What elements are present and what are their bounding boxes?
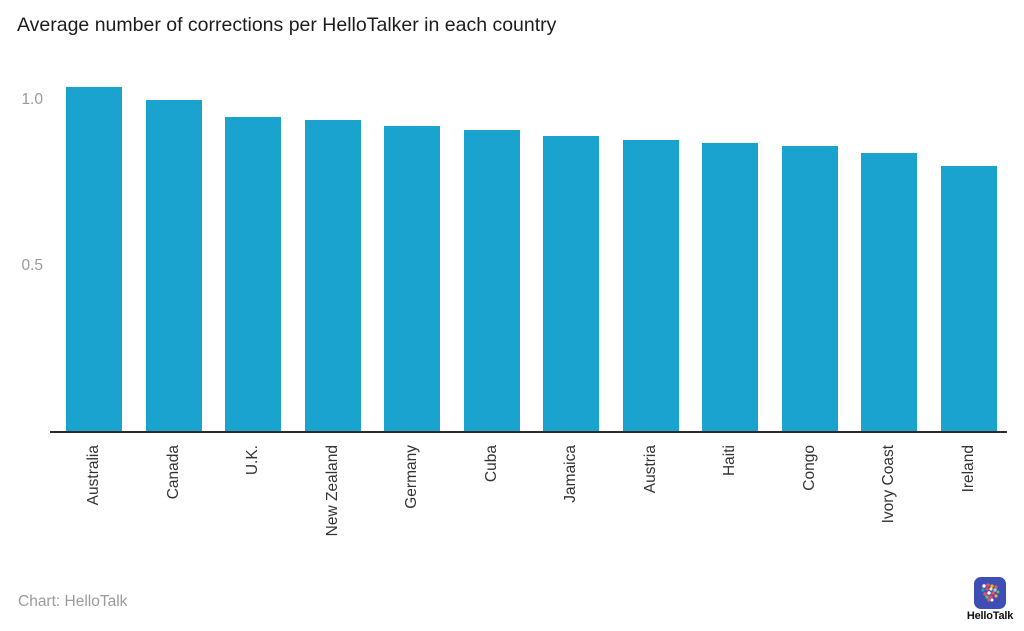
hellotalk-logo-label: HelloTalk	[966, 610, 1014, 622]
x-tick-label: Austria	[642, 445, 659, 494]
x-tick-label: Congo	[801, 445, 818, 491]
x-tick-label: Germany	[403, 445, 420, 509]
bar-jamaica	[543, 136, 599, 431]
bar-new-zealand	[305, 120, 361, 431]
x-tick-label: Canada	[165, 445, 182, 500]
x-tick-label: Ireland	[960, 445, 977, 493]
bar-u-k	[225, 117, 281, 431]
chart-title: Average number of corrections per HelloT…	[17, 14, 557, 36]
x-tick-label: Australia	[85, 445, 102, 506]
x-tick-label: Jamaica	[562, 445, 579, 503]
x-tick-label: Cuba	[483, 445, 500, 483]
chart-credit: Chart: HelloTalk	[18, 593, 128, 610]
x-tick-label: U.K.	[244, 445, 261, 476]
bar-australia	[66, 87, 122, 431]
x-axis-line	[50, 431, 1007, 433]
bar-congo	[782, 146, 838, 431]
bar-austria	[623, 140, 679, 431]
x-tick-label: New Zealand	[324, 445, 341, 537]
x-tick-label: Ivory Coast	[880, 445, 897, 524]
y-tick-label: 0.5	[21, 256, 43, 274]
hellotalk-app-icon	[974, 577, 1006, 609]
bar-cuba	[464, 130, 520, 431]
bar-haiti	[702, 143, 758, 431]
y-tick-label: 1.0	[21, 91, 43, 108]
bar-germany	[384, 126, 440, 431]
x-tick-label: Haiti	[721, 445, 738, 477]
bar-ivory-coast	[861, 153, 917, 431]
bar-canada	[146, 100, 202, 431]
hellotalk-logo: HelloTalk	[960, 577, 1020, 622]
bar-ireland	[941, 166, 997, 431]
